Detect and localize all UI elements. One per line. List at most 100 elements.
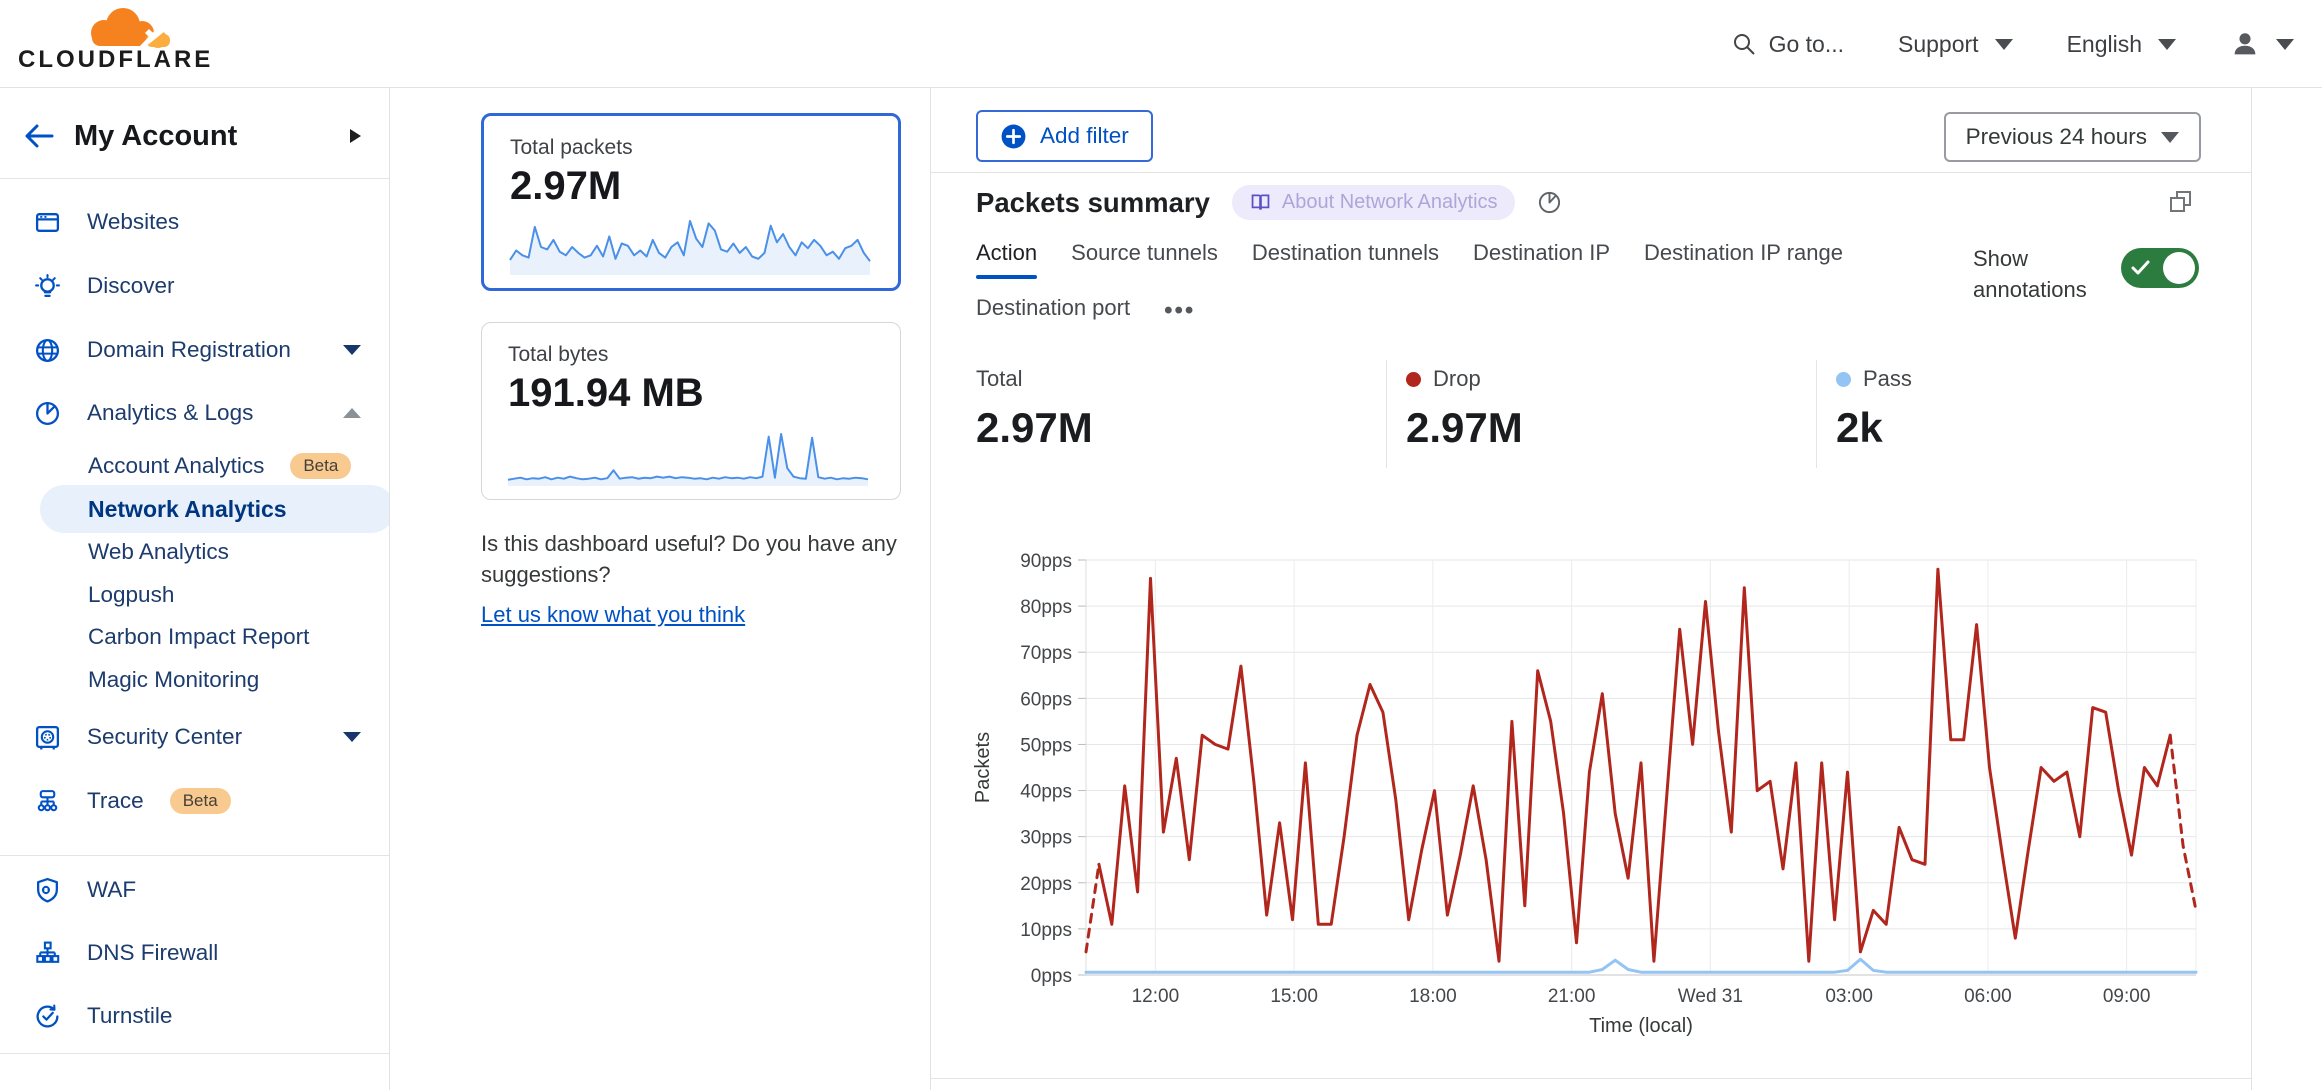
divider (0, 1053, 389, 1054)
svg-text:15:00: 15:00 (1270, 986, 1318, 1007)
sidebar-item-turnstile[interactable]: Turnstile (0, 988, 389, 1044)
cloudflare-logo[interactable]: CLOUDFLARE (18, 4, 214, 74)
svg-text:80pps: 80pps (1020, 597, 1072, 618)
svg-text:30pps: 30pps (1020, 828, 1072, 849)
tab-action[interactable]: Action (976, 240, 1038, 279)
sidebar-item-label: Logpush (88, 582, 175, 607)
sidebar-item-trace[interactable]: Trace Beta (0, 773, 389, 829)
svg-text:10pps: 10pps (1020, 920, 1072, 941)
tab-source-tunnels[interactable]: Source tunnels (1071, 240, 1218, 265)
card-label: Total packets (510, 136, 633, 159)
svg-text:09:00: 09:00 (2103, 986, 2151, 1007)
sidebar-item-security-center[interactable]: Security Center (0, 709, 389, 765)
bytes-sparkline (507, 433, 869, 486)
annotations-toggle[interactable] (2121, 248, 2199, 288)
svg-text:70pps: 70pps (1020, 643, 1072, 664)
svg-text:0pps: 0pps (1031, 966, 1072, 987)
svg-text:90pps: 90pps (1020, 551, 1072, 572)
feedback-question: Is this dashboard useful? Do you have an… (481, 531, 897, 588)
feedback-link[interactable]: Let us know what you think (481, 602, 746, 628)
divider (0, 855, 389, 856)
sidebar-item-label: Carbon Impact Report (88, 624, 310, 649)
logo-wordmark: CLOUDFLARE (18, 46, 214, 73)
sidebar-item-dns-firewall[interactable]: DNS Firewall (0, 925, 389, 981)
more-tabs-button[interactable]: ••• (1164, 297, 1196, 324)
svg-text:12:00: 12:00 (1132, 986, 1180, 1007)
sidebar-item-magic-monitoring[interactable]: Magic Monitoring (0, 656, 389, 704)
sidebar-item-analytics-logs[interactable]: Analytics & Logs (0, 385, 389, 441)
pass-dot-icon (1836, 371, 1851, 387)
total-bytes-card[interactable]: Total bytes 191.94 MB (481, 322, 901, 500)
account-name: My Account (74, 119, 238, 152)
svg-text:50pps: 50pps (1020, 735, 1072, 756)
sidebar-item-domain-registration[interactable]: Domain Registration (0, 322, 389, 378)
sidebar-item-discover[interactable]: Discover (0, 258, 389, 314)
duplicate-window-icon[interactable] (2167, 188, 2195, 216)
sidebar-item-web-analytics[interactable]: Web Analytics (0, 528, 389, 576)
about-network-analytics-pill[interactable]: About Network Analytics (1231, 185, 1515, 220)
chevron-down-icon (343, 732, 361, 742)
bulb-icon (35, 273, 60, 297)
header-nav: Go to... Support English (1731, 0, 2294, 88)
search-icon (1733, 34, 1755, 55)
account-menu[interactable] (2230, 29, 2294, 59)
tab-destination-ip-range[interactable]: Destination IP range (1644, 240, 1843, 265)
globe-icon (35, 338, 60, 362)
beta-badge: Beta (290, 453, 352, 479)
sidebar-item-waf[interactable]: WAF (0, 862, 389, 918)
pie-timer-icon[interactable] (1537, 190, 1562, 215)
stat-label: Total (976, 366, 1023, 391)
sidebar-item-label: DNS Firewall (87, 940, 219, 965)
next-panel-top-border (931, 1078, 2251, 1079)
packets-sparkline (509, 220, 871, 275)
sidebar-item-account-analytics[interactable]: Account Analytics Beta (0, 442, 389, 490)
go-to-search[interactable]: Go to... (1731, 31, 1844, 58)
about-pill-label: About Network Analytics (1281, 191, 1498, 213)
divider (931, 172, 2251, 173)
sidebar-item-label: Magic Monitoring (88, 667, 260, 692)
check-icon (2131, 260, 2150, 275)
account-home-row[interactable]: My Account (0, 105, 389, 167)
sidebar-item-partial[interactable] (0, 1078, 389, 1090)
sidebar-item-logpush[interactable]: Logpush (0, 571, 389, 619)
svg-text:06:00: 06:00 (1964, 986, 2012, 1007)
go-to-label: Go to... (1768, 30, 1844, 57)
total-packets-card[interactable]: Total packets 2.97M (481, 113, 901, 291)
add-filter-button[interactable]: Add filter (976, 110, 1153, 162)
svg-text:Time (local): Time (local) (1589, 1015, 1693, 1037)
tab-destination-tunnels[interactable]: Destination tunnels (1251, 240, 1440, 265)
card-label: Total bytes (508, 343, 609, 366)
card-value: 2.97M (510, 164, 622, 208)
sidebar-item-label: Web Analytics (88, 539, 229, 564)
sidebar: My Account Websites Discover (0, 88, 390, 1090)
feedback-block: Is this dashboard useful? Do you have an… (481, 528, 921, 631)
tab-destination-ip[interactable]: Destination IP (1473, 240, 1611, 265)
back-arrow-icon[interactable] (22, 121, 56, 151)
svg-text:60pps: 60pps (1020, 689, 1072, 710)
beta-badge: Beta (169, 788, 231, 814)
panel-header: Packets summary About Network Analytics (976, 185, 1562, 220)
add-filter-label: Add filter (1040, 123, 1129, 148)
sidebar-item-label: WAF (87, 877, 137, 902)
language-menu[interactable]: English (2067, 31, 2176, 58)
time-range-dropdown[interactable]: Previous 24 hours (1943, 112, 2201, 162)
sidebar-item-label: Discover (87, 273, 175, 298)
stat-label: Drop (1433, 366, 1481, 391)
svg-text:21:00: 21:00 (1548, 986, 1596, 1007)
card-value: 191.94 MB (508, 371, 704, 415)
sidebar-item-carbon-impact-report[interactable]: Carbon Impact Report (0, 613, 389, 661)
support-menu[interactable]: Support (1898, 31, 2013, 58)
toggle-knob (2163, 252, 2195, 284)
sidebar-item-label: Trace (87, 788, 144, 813)
packets-time-series-chart: 0pps 10pps 20pps 30pps 40pps 50pps 60pps 70pps 8… (971, 540, 2211, 1045)
svg-text:20pps: 20pps (1020, 874, 1072, 895)
top-header: CLOUDFLARE Go to... Support English (0, 0, 2322, 88)
chevron-right-icon (350, 129, 361, 143)
sidebar-item-network-analytics[interactable]: Network Analytics (40, 485, 389, 533)
sidebar-item-label: Websites (87, 209, 180, 234)
sidebar-item-label: Domain Registration (87, 337, 291, 362)
plus-circle-icon (1001, 124, 1026, 148)
sidebar-item-websites[interactable]: Websites (0, 194, 389, 250)
tab-destination-port[interactable]: Destination port (976, 295, 1131, 320)
chevron-down-icon (343, 345, 361, 355)
